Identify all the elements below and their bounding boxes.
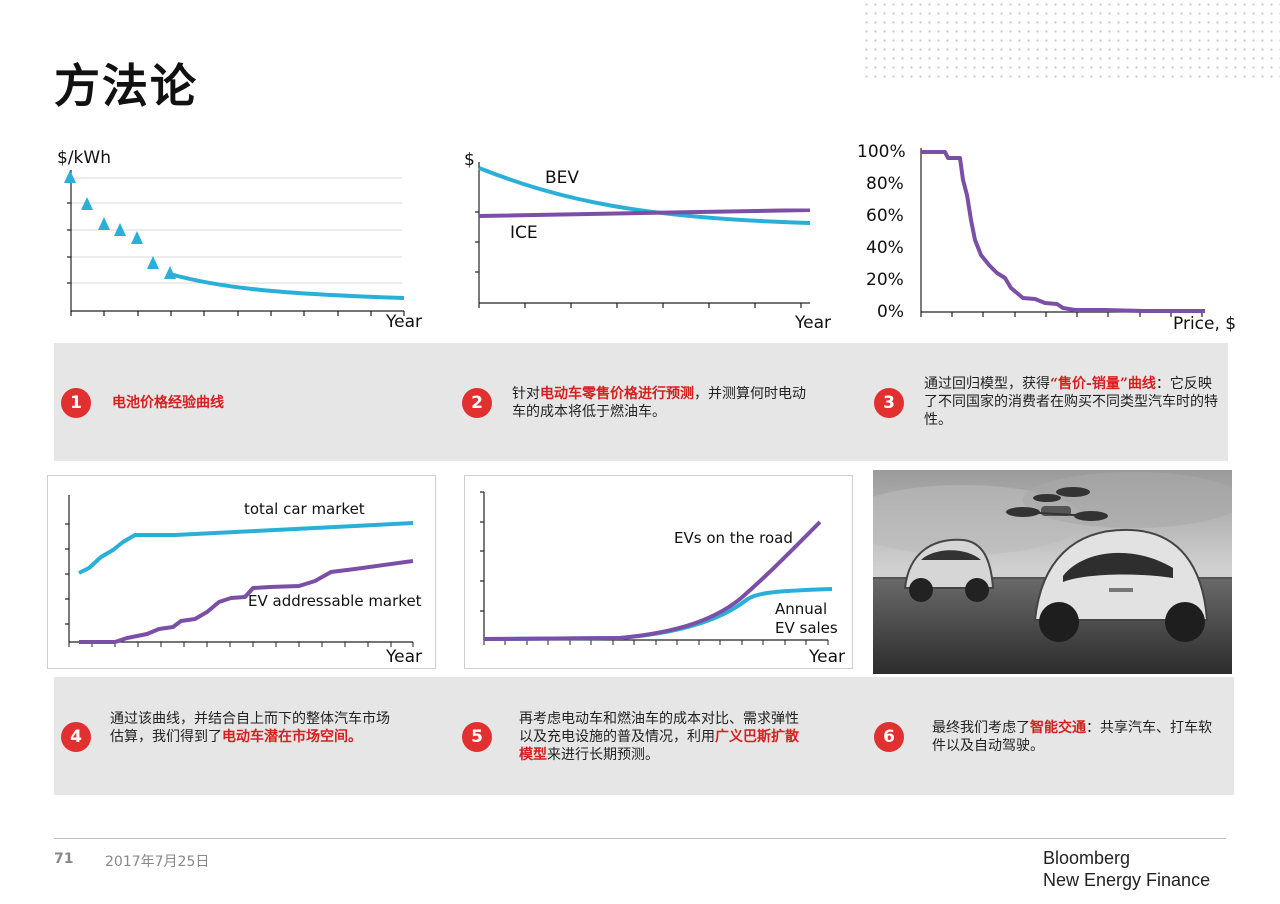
step-text: 通过该曲线，并结合自上而下的整体汽车市场估算，我们得到了电动车潜在市场空间。 [110, 710, 400, 746]
step-number-badge: 3 [874, 388, 904, 418]
car-icon [903, 538, 995, 602]
highlight-text: 智能交通 [1030, 720, 1086, 736]
text-segment: ，并测算何时电动车的成本将低于燃油车。 [512, 386, 806, 420]
footer-date: 2017年7月25日 [105, 854, 210, 870]
step-text: 最终我们考虑了智能交通：共享汽车、打车软件以及自动驾驶。 [932, 719, 1224, 755]
x-axis-label: Year [386, 312, 422, 332]
highlight-text: 电池价格经验曲线 [112, 395, 224, 411]
series-bev-line [478, 166, 811, 225]
series-total-line [78, 521, 414, 575]
step-text: 针对电动车零售价格进行预测，并测算何时电动车的成本将低于燃油车。 [512, 385, 807, 421]
text-segment: 针对 [512, 386, 540, 402]
x-axis-label: Year [386, 647, 422, 667]
legend-ev-market: EV addressable market [248, 592, 422, 610]
y-tick-100: 100% [857, 142, 906, 162]
legend-total-market: total car market [244, 500, 365, 518]
step-text: 再考虑电动车和燃油车的成本对比、需求弹性以及充电设施的普及情况，利用广义巴斯扩散… [519, 710, 811, 764]
chart-market-size [65, 495, 414, 647]
series-road-line [483, 520, 822, 641]
series-ev-line [79, 559, 414, 644]
step-text: 电池价格经验曲线 [112, 394, 432, 412]
series-ice-line [478, 208, 811, 218]
data-point [147, 256, 159, 269]
y-tick-40: 40% [866, 238, 904, 258]
s-curve-line [921, 150, 1205, 313]
steps-panel-bottom [54, 677, 1234, 795]
brand-logo: Bloomberg New Energy Finance [1043, 847, 1210, 891]
text-segment: 通过回归模型，获得 [924, 376, 1050, 392]
chart-box-evs [464, 475, 853, 669]
text-segment: ：共享汽车、打车软件以及自动驾驶。 [932, 720, 1212, 754]
legend-evs-on-road: EVs on the road [674, 529, 793, 547]
legend-ice: ICE [510, 223, 538, 243]
page-number: 71 [54, 851, 74, 867]
data-point [131, 231, 143, 244]
series-line [169, 272, 405, 300]
text-segment: ：它反映了不同国家的消费者在购买不同类型汽车时的特性。 [924, 376, 1218, 428]
chart-box-market [47, 475, 436, 669]
concept-vehicles-photo [873, 470, 1232, 674]
legend-bev: BEV [545, 168, 580, 188]
chart-price-sales [920, 148, 1205, 317]
text-segment: 通过该曲线，并结合自上而下的整体汽车市场估算，我们得到了 [110, 711, 390, 745]
y-tick-0: 0% [877, 302, 904, 322]
legend-annual: Annual [775, 600, 828, 618]
x-axis-label: Price, $ [1173, 314, 1237, 334]
text-segment: 最终我们考虑了 [932, 720, 1030, 736]
drone-icon [1006, 487, 1108, 521]
chart-battery-price [64, 170, 405, 316]
y-tick-20: 20% [866, 270, 904, 290]
chart-bev-ice [475, 162, 811, 308]
highlight-text: 广义巴斯扩散模型 [519, 729, 799, 763]
x-axis-label: Year [795, 313, 831, 333]
highlight-text: “售价-销量”曲线 [1050, 376, 1156, 392]
step-number-badge: 6 [874, 722, 904, 752]
text-segment: 再考虑电动车和燃油车的成本对比、需求弹性以及充电设施的普及情况，利用 [519, 711, 799, 745]
decorative-dot-grid [862, 0, 1280, 78]
steps-panel-top [54, 343, 1228, 461]
y-tick-60: 60% [866, 206, 904, 226]
highlight-text: 电动车零售价格进行预测 [540, 386, 694, 402]
x-axis-label: Year [809, 647, 845, 667]
y-axis-label: $ [464, 150, 475, 170]
legend-ev-sales: EV sales [775, 619, 838, 637]
step-number-badge: 1 [61, 388, 91, 418]
brand-line-1: Bloomberg [1043, 848, 1131, 868]
footer-divider [54, 838, 1226, 839]
text-segment: 来进行长期预测。 [547, 747, 659, 763]
data-point [64, 170, 76, 183]
car-icon [1033, 528, 1209, 642]
data-point [114, 223, 126, 236]
y-axis-label: $/kWh [57, 148, 111, 168]
highlight-text: 电动车潜在市场空间。 [222, 729, 362, 745]
step-number-badge: 5 [462, 722, 492, 752]
step-text: 通过回归模型，获得“售价-销量”曲线：它反映了不同国家的消费者在购买不同类型汽车… [924, 375, 1219, 429]
data-point [81, 197, 93, 210]
page-title: 方法论 [54, 59, 198, 113]
step-number-badge: 4 [61, 722, 91, 752]
data-point [98, 217, 110, 230]
brand-line-2: New Energy Finance [1043, 870, 1211, 890]
y-tick-80: 80% [866, 174, 904, 194]
step-number-badge: 2 [462, 388, 492, 418]
chart-evs-on-road [480, 491, 833, 645]
